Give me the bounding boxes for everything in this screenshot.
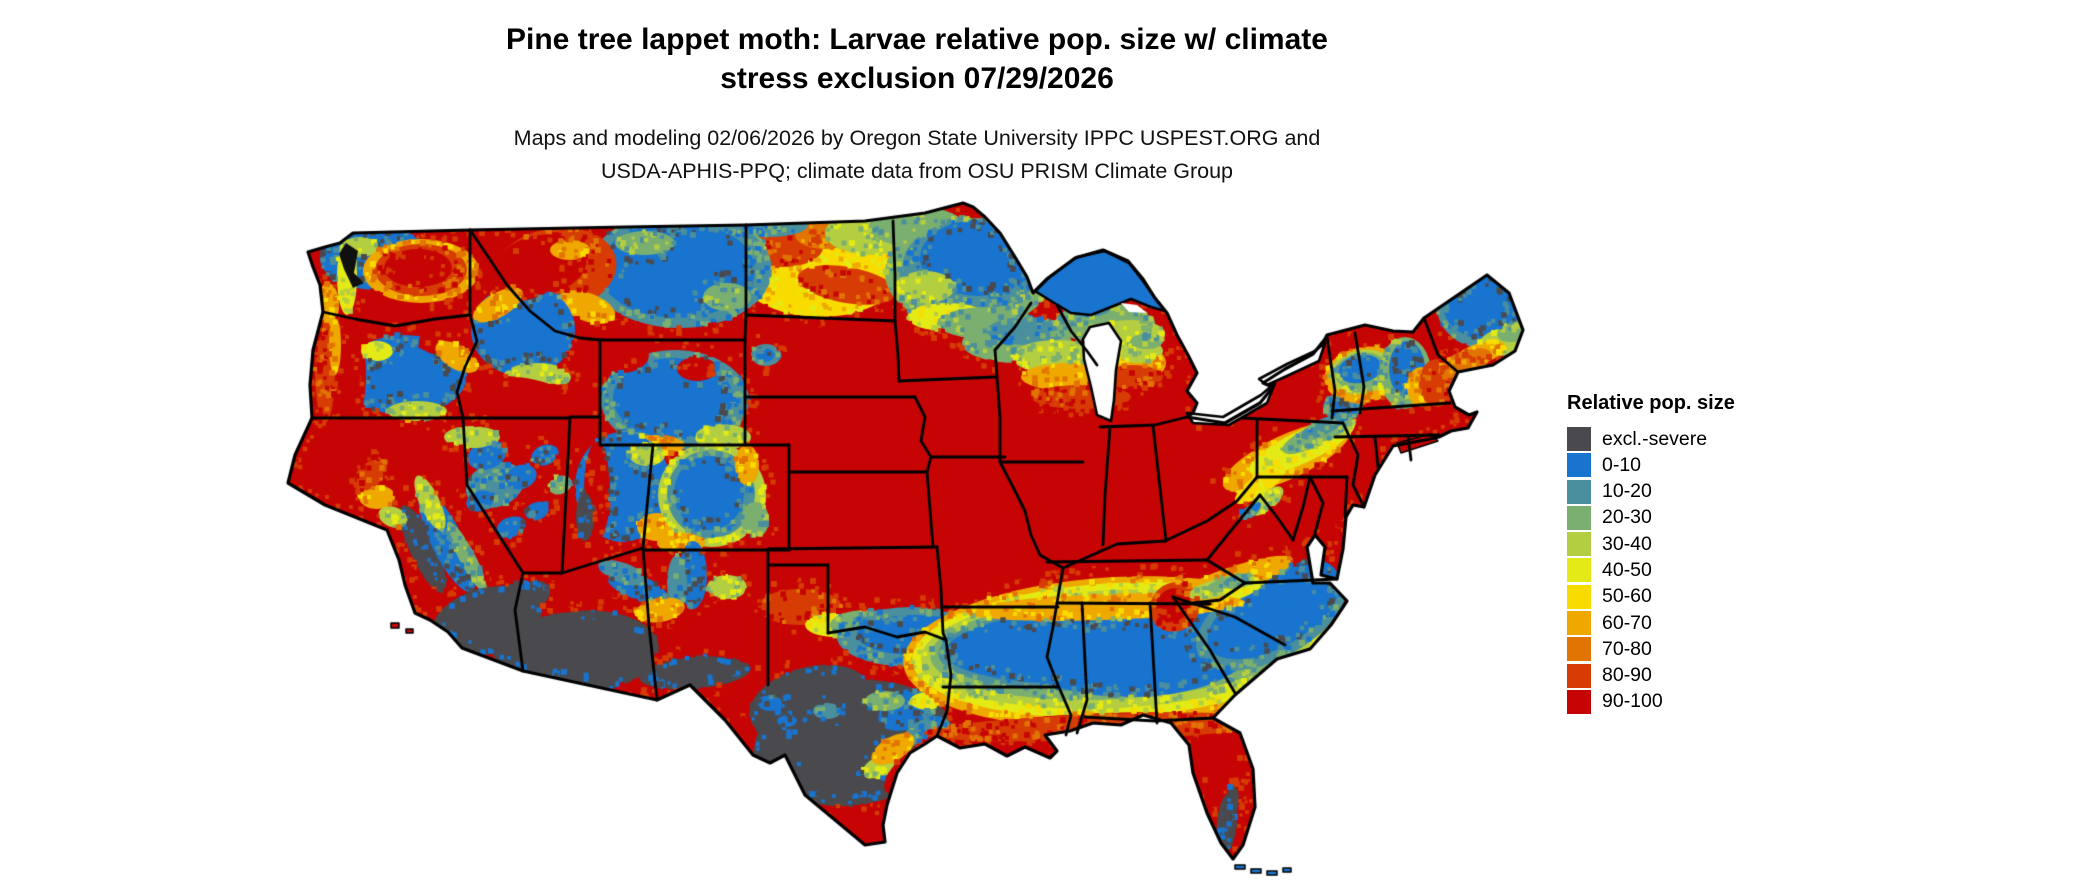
legend-label: excl.-severe [1602,427,1708,450]
map-title-line2: stress exclusion 07/29/2026 [720,62,1114,95]
legend-entry: 60-70 [1567,611,1907,636]
map-title: Pine tree lappet moth: Larvae relative p… [0,20,1834,98]
legend-entry: 30-40 [1567,532,1907,557]
legend-swatch [1567,584,1591,609]
legend-label: 60-70 [1602,611,1652,634]
legend-swatch [1567,637,1591,662]
legend-swatch [1567,663,1591,688]
legend-entry: 10-20 [1567,479,1907,504]
legend-swatch [1567,505,1591,530]
legend-swatch [1567,611,1591,636]
legend-label: 50-60 [1602,585,1652,608]
legend-swatch [1567,427,1591,451]
legend-label: 90-100 [1602,690,1663,713]
legend-label: 0-10 [1602,453,1642,476]
legend-label: 70-80 [1602,637,1652,660]
legend-swatch [1567,558,1591,583]
legend-label: 20-30 [1602,506,1652,529]
legend-title: Relative pop. size [1567,392,1735,414]
legend-swatch [1567,453,1591,478]
legend: Relative pop. size excl.-severe 0-10 10-20… [1567,392,1907,716]
legend-label: 40-50 [1602,558,1652,581]
us-risk-map [225,155,1570,892]
legend-entry: 20-30 [1567,505,1907,530]
legend-entry: 90-100 [1567,689,1907,714]
legend-swatch [1567,689,1591,714]
legend-swatch [1567,532,1591,557]
legend-label: 80-90 [1602,664,1652,687]
legend-entries: excl.-severe 0-10 10-20 20-30 30-40 40-50 50-6… [1567,427,1907,714]
legend-label: 30-40 [1602,532,1652,555]
legend-entry: 40-50 [1567,558,1907,583]
legend-entry: 80-90 [1567,663,1907,688]
legend-entry: 0-10 [1567,453,1907,478]
legend-entry: excl.-severe [1567,427,1907,451]
legend-swatch [1567,479,1591,504]
map-subtitle-line1: Maps and modeling 02/06/2026 by Oregon S… [513,126,1321,150]
legend-entry: 70-80 [1567,637,1907,662]
map-title-line1: Pine tree lappet moth: Larvae relative p… [506,23,1328,56]
legend-entry: 50-60 [1567,584,1907,609]
legend-label: 10-20 [1602,480,1652,503]
